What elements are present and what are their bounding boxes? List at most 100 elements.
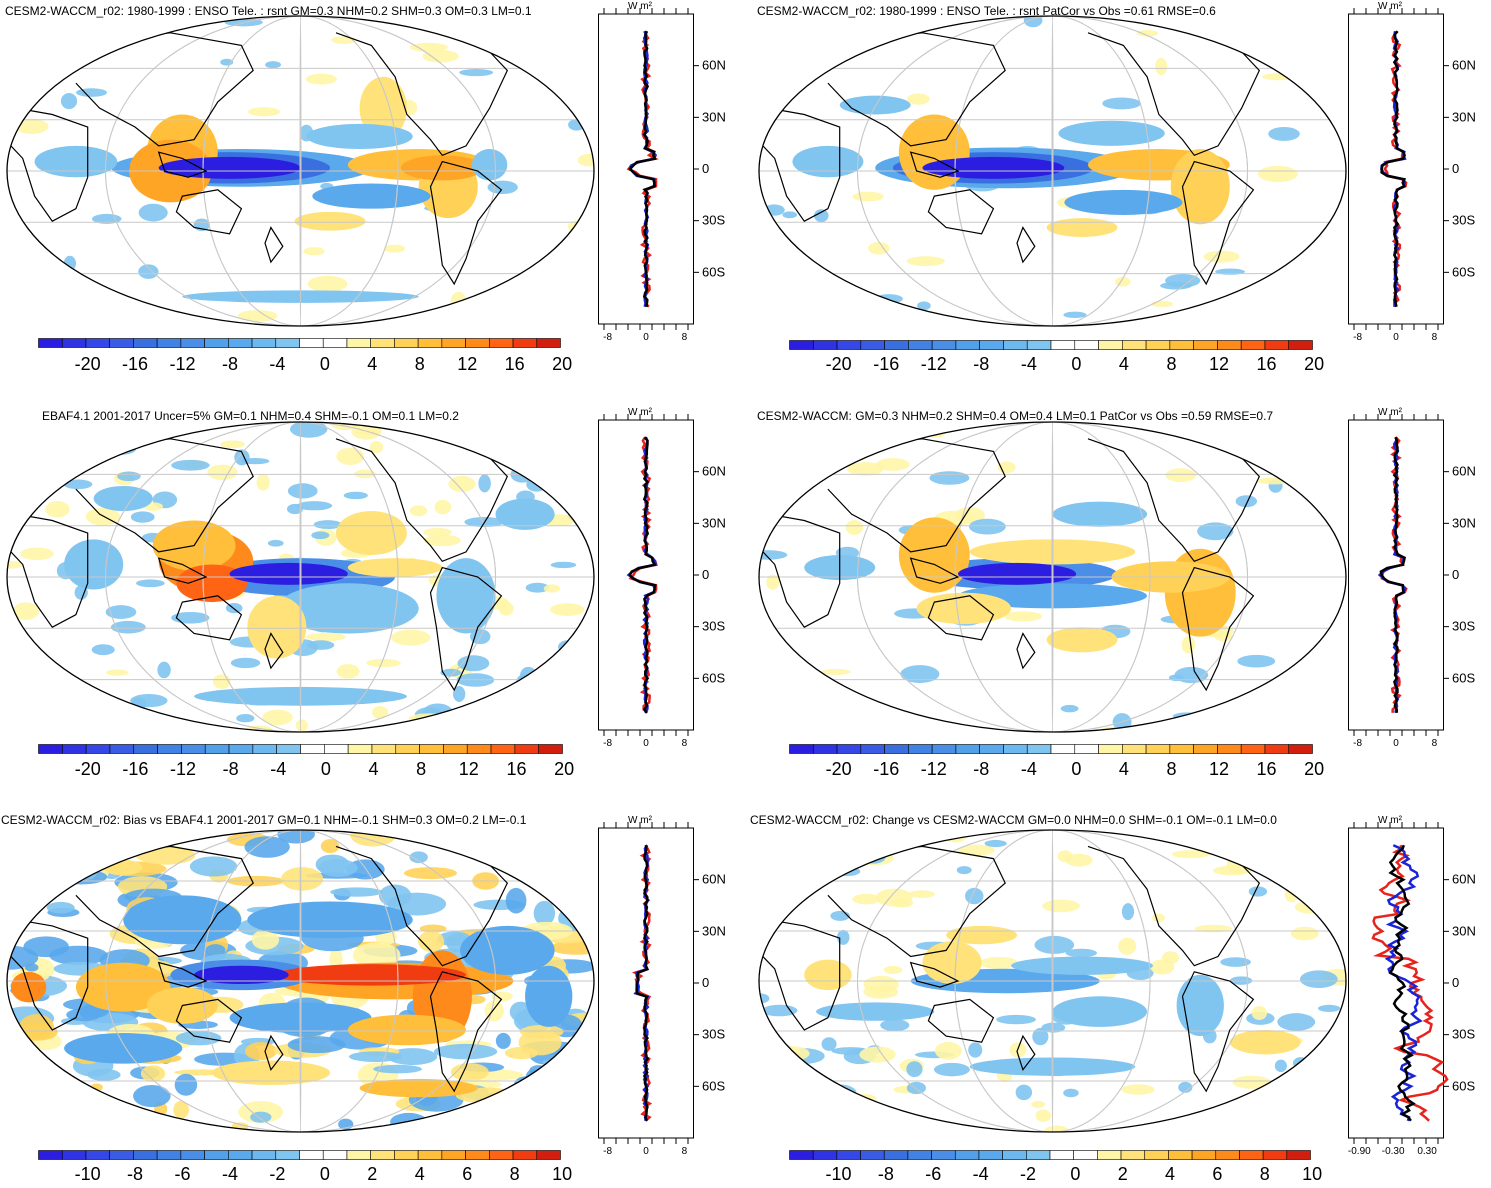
coastline <box>175 189 243 235</box>
coastline <box>264 632 284 670</box>
latitude-label: 60N <box>1452 464 1476 479</box>
zonal-mean-line <box>628 436 657 714</box>
latitude-label: 0 <box>702 567 709 582</box>
anomaly-region <box>229 562 348 585</box>
zonal-mean-panel-6: W m² 60N 30N 0 30S 60S -0.90 -0.30 0.30 <box>1348 815 1476 1156</box>
coastline <box>157 557 208 584</box>
anomaly-region <box>312 183 431 209</box>
anomaly-region <box>471 149 508 181</box>
latitude-label: 60S <box>1452 264 1475 279</box>
coastline <box>1016 226 1036 264</box>
anomaly-region <box>1046 218 1118 237</box>
colorbar-tick-label: 8 <box>414 354 425 374</box>
anomaly-region <box>247 595 307 659</box>
coastline <box>7 513 89 628</box>
colorbar-tick-label: 20 <box>1304 354 1325 374</box>
anomaly-region <box>294 211 366 231</box>
anomaly-region <box>1011 956 1153 975</box>
coastline <box>1016 632 1036 670</box>
colorbar-labels: -20 -16 -12 -8 -4 0 4 8 12 16 20 <box>38 759 574 783</box>
coastline <box>335 845 509 967</box>
anomaly-region <box>804 959 852 991</box>
coastline <box>1181 971 1255 1093</box>
latitude-label: 60N <box>1452 58 1476 73</box>
anomaly-region <box>1064 189 1183 215</box>
colorbar-tick-label: -10 <box>825 1164 852 1184</box>
latitude-label: 30S <box>1452 213 1475 228</box>
colorbar-tick-label: 4 <box>414 1164 425 1184</box>
zonal-unit-label: W m² <box>628 1 653 12</box>
anomaly-region <box>1058 120 1165 146</box>
latitude-label: 60S <box>702 670 725 685</box>
latitude-label: 30N <box>1452 515 1476 530</box>
colorbar-tick-label: 4 <box>1118 759 1129 779</box>
colorbar-tick-label: -4 <box>221 1164 238 1184</box>
anomaly-region <box>946 925 1018 945</box>
anomaly-region <box>1176 974 1224 1037</box>
coastline <box>7 919 89 1031</box>
anomaly-region <box>1052 501 1148 527</box>
colorbar-labels: -20 -16 -12 -8 -4 0 4 8 12 16 20 <box>38 354 573 378</box>
colorbar-tick-label: 8 <box>509 1164 520 1184</box>
anomaly-region <box>839 95 911 115</box>
zonal-mean-line <box>1379 436 1407 713</box>
colorbar-tick-label: 16 <box>1256 354 1277 374</box>
colorbar-tick-label: -8 <box>127 1164 144 1184</box>
colorbar-labels: -20 -16 -12 -8 -4 0 4 8 12 16 20 <box>789 354 1324 378</box>
coastline <box>512 839 550 884</box>
coastline <box>512 431 550 478</box>
colorbar-tick-label: 8 <box>1259 1164 1270 1184</box>
colorbar-tick-label: -8 <box>973 759 990 779</box>
colorbar-tick-label: 16 <box>506 759 527 779</box>
anomaly-region <box>957 562 1077 585</box>
coastline <box>264 1034 284 1071</box>
anomaly-region <box>460 925 555 975</box>
colorbar-tick-label: 12 <box>1209 354 1230 374</box>
colorbar-tick-label: -8 <box>973 354 990 374</box>
anomaly-region <box>1229 1029 1301 1055</box>
colorbar-tick-label: 6 <box>462 1164 473 1184</box>
anomaly-region <box>347 1014 466 1046</box>
zonal-x-tick-label: -8 <box>603 738 612 748</box>
anomaly-region <box>525 965 573 1027</box>
zonal-unit-label: W m² <box>628 407 653 418</box>
anomaly-region <box>1046 627 1118 653</box>
colorbar-1 <box>38 338 561 348</box>
anomaly-region <box>64 1033 183 1064</box>
zonal-x-tick-label: 8 <box>1432 738 1438 748</box>
colorbar-tick-label: 10 <box>1302 1164 1323 1184</box>
colorbar-tick-label: 10 <box>552 1164 573 1184</box>
coastline <box>175 595 243 641</box>
colorbar-tick-label: -4 <box>269 354 286 374</box>
colorbar-tick-label: 4 <box>368 759 379 779</box>
anomaly-region <box>347 558 443 577</box>
zonal-x-tick-label: -0.30 <box>1382 1146 1405 1156</box>
map-panel-2 <box>758 15 1347 327</box>
panel-title: EBAF4.1 2001-2017 Uncer=5% GM=0.1 NHM=0.… <box>42 409 459 423</box>
latitude-label: 30S <box>702 619 725 634</box>
latitude-label: 30S <box>702 1027 725 1042</box>
map-panel-4 <box>758 421 1347 733</box>
coastline <box>1087 845 1261 967</box>
colorbar-tick-label: -12 <box>169 759 197 779</box>
anomaly-region <box>335 511 407 556</box>
latitude-label: 30S <box>702 213 725 228</box>
coastline <box>429 160 503 286</box>
anomaly-region <box>276 964 466 986</box>
coastline <box>759 919 841 1031</box>
colorbar-labels: -10 -8 -6 -4 -2 0 2 4 6 8 10 <box>38 1164 573 1188</box>
panel-title: CESM2-WACCM: GM=0.3 NHM=0.2 SHM=0.4 OM=0… <box>757 409 1274 423</box>
zonal-mean-line <box>628 30 657 307</box>
anomaly-region <box>1052 996 1148 1027</box>
latitude-label: 30S <box>1452 1027 1475 1042</box>
map-panel-5 <box>6 829 595 1133</box>
colorbar-3 <box>38 744 563 754</box>
zonal-x-tick-label: 8 <box>682 332 688 342</box>
colorbar-tick-label: 8 <box>416 759 427 779</box>
colorbar-tick-label: 12 <box>458 759 479 779</box>
anomaly-region <box>400 155 484 181</box>
colorbar-tick-label: -2 <box>1019 1164 1036 1184</box>
coastline <box>759 513 841 628</box>
latitude-label: 60S <box>702 1078 725 1093</box>
zonal-mean-line <box>1388 844 1416 1122</box>
